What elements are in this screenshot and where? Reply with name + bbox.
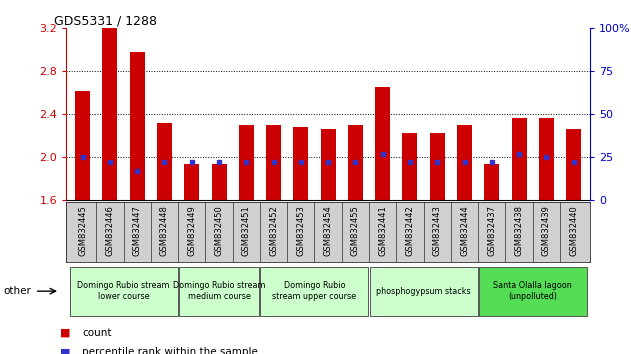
Text: Santa Olalla lagoon
(unpolluted): Santa Olalla lagoon (unpolluted) [493,281,572,301]
Text: GSM832444: GSM832444 [460,205,469,256]
Text: other: other [3,286,31,296]
Text: GSM832451: GSM832451 [242,205,251,256]
Text: Domingo Rubio
stream upper course: Domingo Rubio stream upper course [273,281,357,301]
Text: GSM832443: GSM832443 [433,205,442,256]
Text: GSM832446: GSM832446 [105,205,114,256]
FancyBboxPatch shape [479,267,587,316]
Bar [157,123,172,200]
Text: GSM832450: GSM832450 [215,205,223,256]
Bar [130,52,144,200]
Text: GSM832454: GSM832454 [324,205,333,256]
Text: GDS5331 / 1288: GDS5331 / 1288 [54,14,156,27]
Text: GSM832437: GSM832437 [487,205,497,256]
Text: ■: ■ [60,328,71,338]
Bar [375,87,390,200]
Bar [211,164,227,200]
Bar [266,125,281,200]
Bar [293,127,309,200]
Text: GSM832438: GSM832438 [514,205,524,256]
Bar [403,133,418,200]
Bar [321,129,336,200]
Text: Domingo Rubio stream
medium course: Domingo Rubio stream medium course [173,281,265,301]
Text: ■: ■ [60,347,71,354]
Text: GSM832445: GSM832445 [78,205,87,256]
Bar [430,133,445,200]
Text: GSM832440: GSM832440 [569,205,578,256]
FancyBboxPatch shape [69,267,177,316]
FancyBboxPatch shape [370,267,478,316]
Bar [566,129,581,200]
Text: phosphogypsum stacks: phosphogypsum stacks [376,287,471,296]
Bar [484,164,499,200]
Text: Domingo Rubio stream
lower course: Domingo Rubio stream lower course [77,281,170,301]
Text: GSM832453: GSM832453 [297,205,305,256]
FancyBboxPatch shape [261,267,369,316]
Text: count: count [82,328,112,338]
Text: GSM832455: GSM832455 [351,205,360,256]
Bar [239,125,254,200]
Bar [457,125,472,200]
Text: GSM832448: GSM832448 [160,205,169,256]
Text: GSM832442: GSM832442 [406,205,415,256]
Bar [184,164,199,200]
Text: GSM832439: GSM832439 [542,205,551,256]
Text: GSM832447: GSM832447 [133,205,142,256]
Bar [102,26,117,200]
Text: GSM832441: GSM832441 [378,205,387,256]
Bar [348,125,363,200]
Text: GSM832452: GSM832452 [269,205,278,256]
Bar [539,119,554,200]
Bar [75,91,90,200]
Text: percentile rank within the sample: percentile rank within the sample [82,347,258,354]
Text: GSM832449: GSM832449 [187,205,196,256]
FancyBboxPatch shape [179,267,259,316]
Bar [512,119,526,200]
